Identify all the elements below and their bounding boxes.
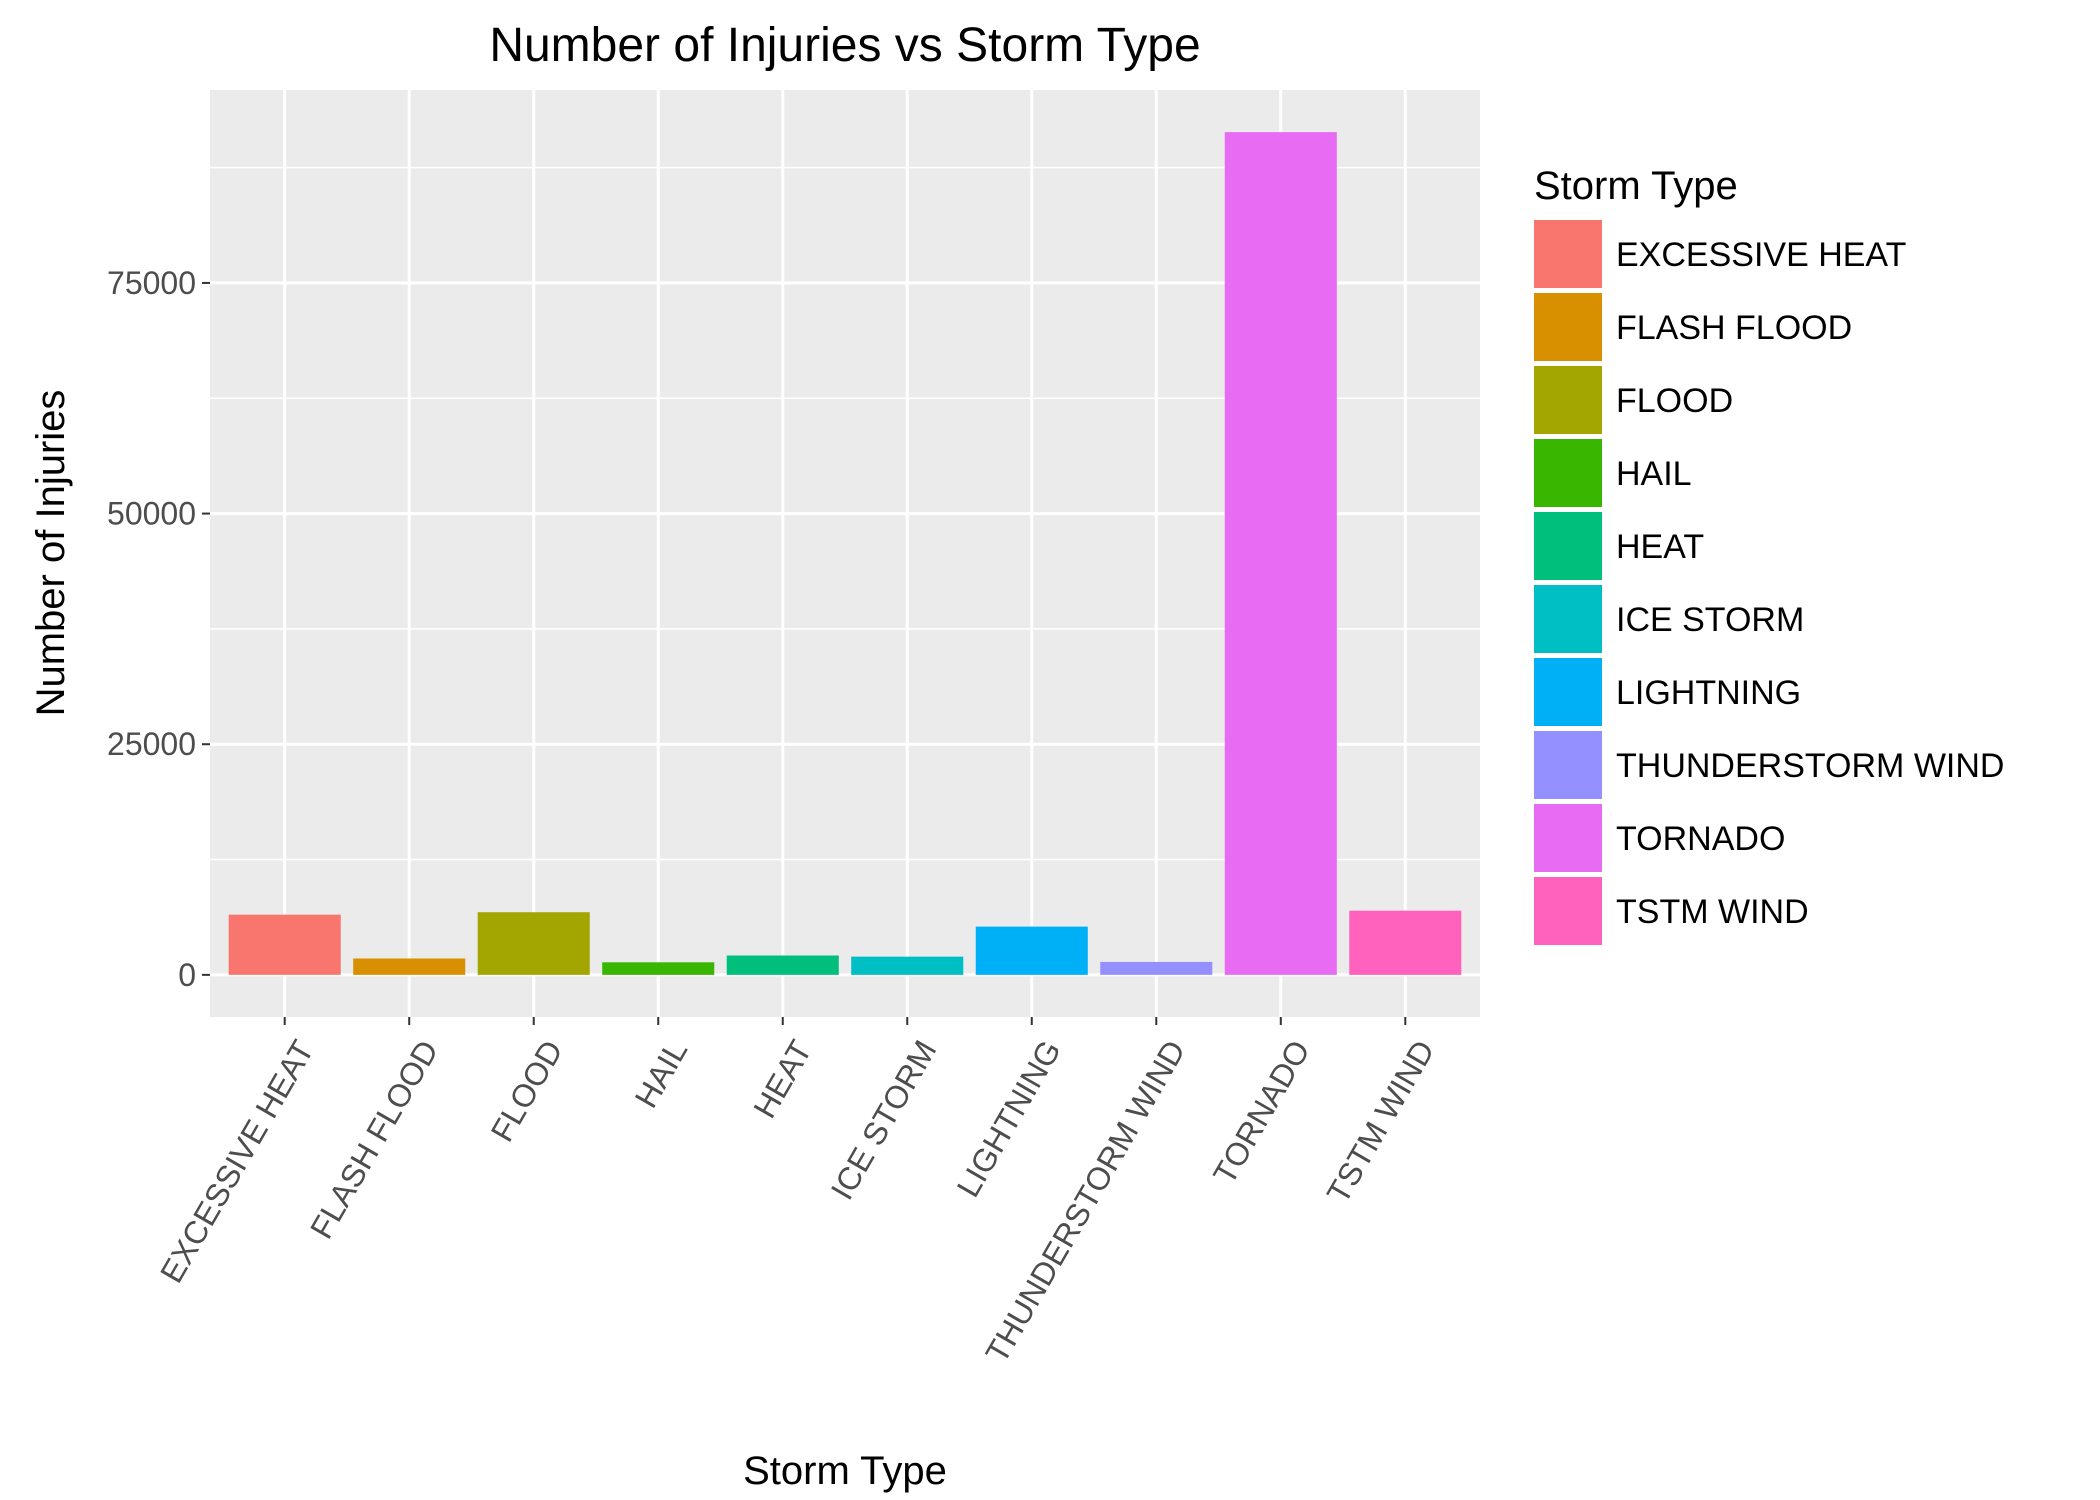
legend-label: LIGHTNING [1616,674,1801,712]
bar [1224,132,1337,975]
bars [228,132,1462,975]
legend-title: Storm Type [1534,164,1738,208]
bar [602,962,715,975]
legend-key [1534,877,1602,945]
legend: Storm Type EXCESSIVE HEAT FLASH FLOOD FLOO… [1534,164,2004,945]
legend-key [1534,658,1602,726]
legend-label: FLASH FLOOD [1616,309,1852,347]
y-tick-label: 75000 [107,265,196,301]
x-axis-title: Storm Type [743,1449,947,1493]
legend-key [1534,366,1602,434]
y-axis-title: Number of Injuries [29,390,73,717]
legend-key [1534,293,1602,361]
legend-key [1534,512,1602,580]
legend-label: THUNDERSTORM WIND [1616,747,2004,785]
y-tick-label: 25000 [107,726,196,762]
bar [1349,910,1462,975]
bar [975,926,1088,975]
bar [477,912,590,975]
legend-label: HEAT [1616,528,1704,566]
legend-label: EXCESSIVE HEAT [1616,236,1906,274]
bar [228,914,341,975]
legend-label: FLOOD [1616,382,1733,420]
y-tick-label: 50000 [107,496,196,532]
y-tick-label: 0 [178,957,196,993]
legend-label: TORNADO [1616,820,1785,858]
legend-key [1534,731,1602,799]
legend-key [1534,439,1602,507]
bar [851,956,964,975]
legend-items: EXCESSIVE HEAT FLASH FLOOD FLOOD HAIL HEAT IC… [1534,220,2004,945]
legend-label: HAIL [1616,455,1692,493]
legend-label: ICE STORM [1616,601,1804,639]
bar [1100,961,1213,975]
legend-key [1534,585,1602,653]
bar [726,955,839,975]
y-axis: 0 25000 50000 75000 [107,265,210,993]
chart-title: Number of Injuries vs Storm Type [489,19,1200,72]
legend-label: TSTM WIND [1616,893,1809,931]
legend-key [1534,220,1602,288]
legend-key [1534,804,1602,872]
bar [353,958,466,975]
